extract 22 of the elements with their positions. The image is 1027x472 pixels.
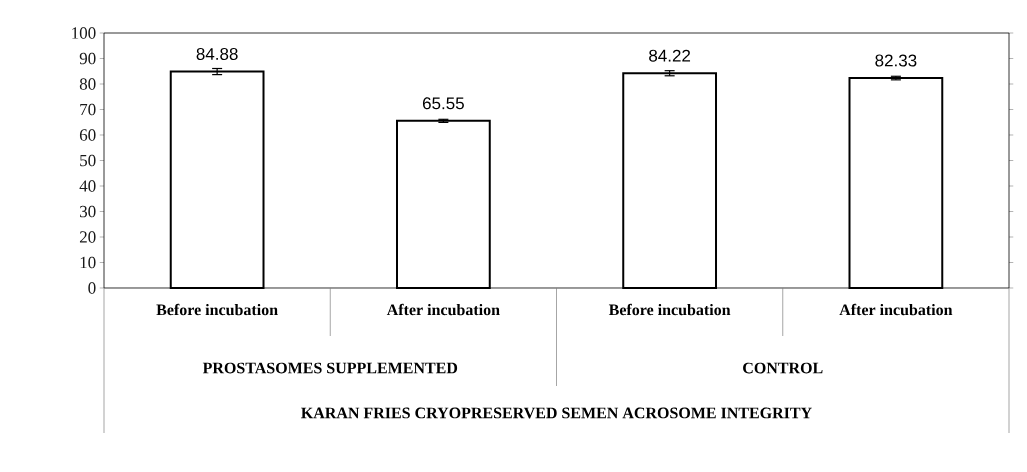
text: PROSTASOMES SUPPLEMENTED bbox=[202, 362, 458, 374]
y-tick-label: 90 bbox=[79, 52, 96, 65]
data-label: 82.33 bbox=[875, 54, 917, 67]
y-tick-label: 60 bbox=[79, 129, 96, 141]
y-tick-label: 10 bbox=[80, 256, 96, 269]
y-tick-label: 20 bbox=[79, 231, 96, 243]
y-tick-label: 40 bbox=[79, 180, 96, 192]
data-label: 65.55 bbox=[422, 97, 464, 110]
data-label: 84.22 bbox=[649, 49, 691, 62]
y-tick-label: 30 bbox=[80, 205, 96, 218]
data-label: 84.88 bbox=[196, 47, 238, 61]
y-tick-label: 80 bbox=[79, 78, 96, 90]
x-tick-label: After incubation bbox=[839, 303, 953, 316]
x-tick-label: Before incubation bbox=[608, 303, 731, 316]
y-tick-label: 70 bbox=[80, 103, 96, 116]
y-tick-label: 50 bbox=[80, 154, 96, 167]
x-tick-label: After incubation bbox=[386, 303, 500, 316]
text: KARAN FRIES CRYOPRESERVED SEMEN ACROSOME INTEGRITY bbox=[301, 407, 812, 419]
x-tick-label: Before incubation bbox=[156, 303, 278, 316]
y-tick-label: 100 bbox=[72, 27, 96, 39]
y-tick-label: 0 bbox=[88, 282, 96, 294]
text: CONTROL bbox=[743, 362, 823, 374]
